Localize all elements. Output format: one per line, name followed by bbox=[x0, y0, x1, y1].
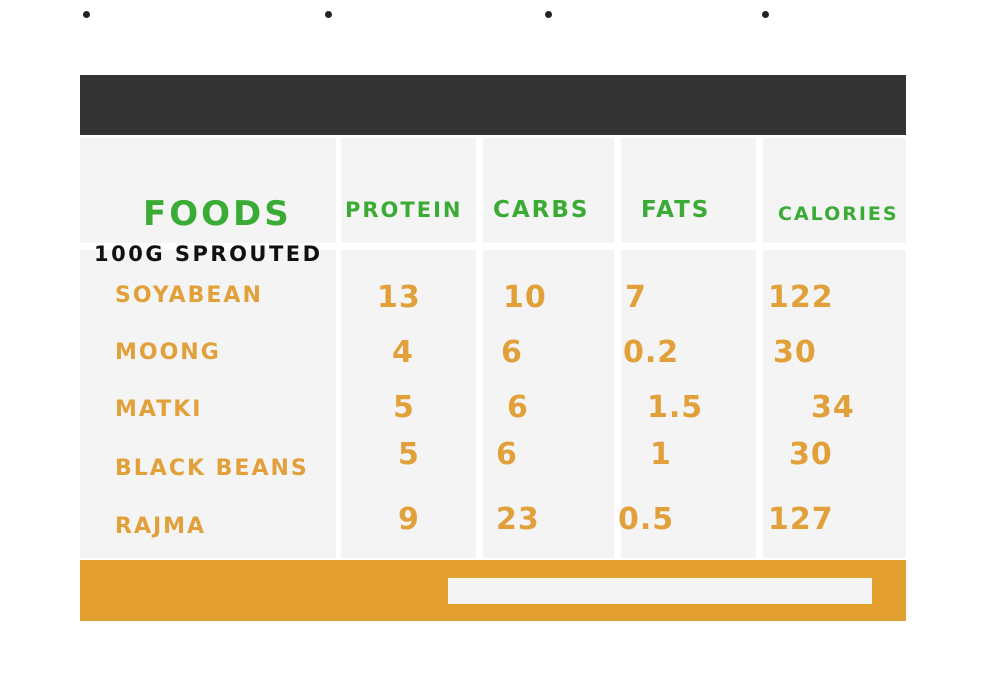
carbs-value: 6 bbox=[507, 390, 529, 425]
body-cell bbox=[80, 250, 336, 558]
header-cell bbox=[621, 138, 756, 243]
calories-value: 122 bbox=[768, 280, 834, 315]
fats-value: 7 bbox=[625, 280, 647, 315]
header-carbs: CARBS bbox=[493, 197, 590, 223]
protein-value: 5 bbox=[393, 390, 415, 425]
header-cell bbox=[483, 138, 614, 243]
bullet-dot bbox=[325, 11, 332, 18]
bullet-dot bbox=[545, 11, 552, 18]
body-cell bbox=[341, 250, 476, 558]
fats-value: 1.5 bbox=[647, 390, 704, 425]
protein-value: 13 bbox=[377, 280, 421, 315]
food-name: RAJMA bbox=[115, 514, 207, 539]
calories-value: 30 bbox=[773, 335, 817, 370]
calories-value: 127 bbox=[768, 502, 834, 537]
bullet-dot bbox=[83, 11, 90, 18]
carbs-value: 6 bbox=[501, 335, 523, 370]
footer-box bbox=[448, 578, 872, 604]
carbs-value: 10 bbox=[503, 280, 547, 315]
calories-value: 30 bbox=[789, 437, 833, 472]
body-cell bbox=[483, 250, 614, 558]
header-calories: CALORIES bbox=[778, 203, 899, 225]
header-protein: PROTEIN bbox=[345, 198, 463, 222]
food-name: SOYABEAN bbox=[115, 283, 263, 308]
top-banner bbox=[80, 75, 906, 135]
header-cell bbox=[341, 138, 476, 243]
header-cell bbox=[763, 138, 906, 243]
protein-value: 9 bbox=[398, 502, 420, 537]
protein-value: 5 bbox=[398, 437, 420, 472]
food-name: BLACK BEANS bbox=[115, 456, 309, 481]
food-name: MATKI bbox=[115, 397, 203, 422]
fats-value: 0.2 bbox=[623, 335, 680, 370]
header-foods: FOODS bbox=[143, 194, 292, 234]
body-cell bbox=[763, 250, 906, 558]
header-cell bbox=[80, 138, 336, 243]
food-name: MOONG bbox=[115, 340, 221, 365]
subtitle: 100G SPROUTED bbox=[94, 242, 323, 266]
fats-value: 0.5 bbox=[618, 502, 675, 537]
bullet-dot bbox=[762, 11, 769, 18]
carbs-value: 6 bbox=[496, 437, 518, 472]
header-fats: FATS bbox=[641, 197, 711, 223]
body-cell bbox=[621, 250, 756, 558]
calories-value: 34 bbox=[811, 390, 855, 425]
protein-value: 4 bbox=[392, 335, 414, 370]
fats-value: 1 bbox=[650, 437, 672, 472]
carbs-value: 23 bbox=[496, 502, 540, 537]
